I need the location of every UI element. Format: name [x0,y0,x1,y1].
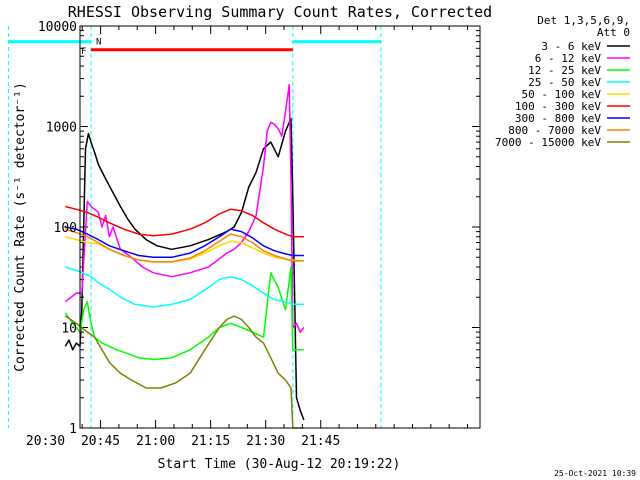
night-flare-bars: NF [7,26,382,428]
x-tick-label: 20:30 [26,434,65,449]
legend-label: 6 - 12 keV [535,52,602,65]
series-lines [64,84,305,429]
plot-frame [79,25,481,429]
legend-label: 800 - 7000 keV [508,124,601,137]
y-tick-label: 1000 [46,121,77,136]
y-tick-label: 10 [61,322,77,337]
x-tick-label: 21:00 [136,434,175,449]
series-line [65,228,304,263]
series-line [64,84,305,333]
series-line [65,205,304,238]
y-axis-label: Corrected Count Rate (s⁻¹ detector⁻¹) [13,82,28,372]
x-tick-label: 21:15 [191,434,230,449]
chart-title: RHESSI Observing Summary Count Rates, Co… [68,3,492,21]
y-tick-label: 1 [69,422,77,437]
x-tick-label: 21:45 [301,434,340,449]
y-tick-label: 100 [54,221,77,236]
y-tick-label: 10000 [38,20,77,35]
y-tick-labels: 1 10 100 1000 10000 [38,20,77,437]
x-axis-label: Start Time (30-Aug-12 20:19:22) [158,457,401,472]
detector-info-line-1: Det 1,3,5,6,9, [537,14,630,27]
legend-label: 300 - 800 keV [515,112,601,125]
legend-label: 50 - 100 keV [522,88,602,101]
series-line [64,315,304,429]
series-line [65,266,304,308]
detector-info-line-2: Att 0 [597,26,630,39]
series-line [65,235,304,263]
series-line [65,226,304,259]
legend-label: 100 - 300 keV [515,100,601,113]
x-tick-labels: 20:30 20:45 21:00 21:15 21:30 21:45 [26,434,340,449]
legend-label: 12 - 25 keV [528,64,601,77]
flare-label: F [81,47,86,57]
legend-label: 25 - 50 keV [528,76,601,89]
x-tick-label: 21:30 [246,434,285,449]
night-label: N [96,38,101,48]
legend-label: 3 - 6 keV [541,40,601,53]
x-tick-label: 20:45 [81,434,120,449]
footer-timestamp: 25-Oct-2021 10:39 [554,469,636,478]
legend-label: 7000 - 15000 keV [495,136,601,149]
series-line [64,117,305,421]
series-line [64,266,304,361]
